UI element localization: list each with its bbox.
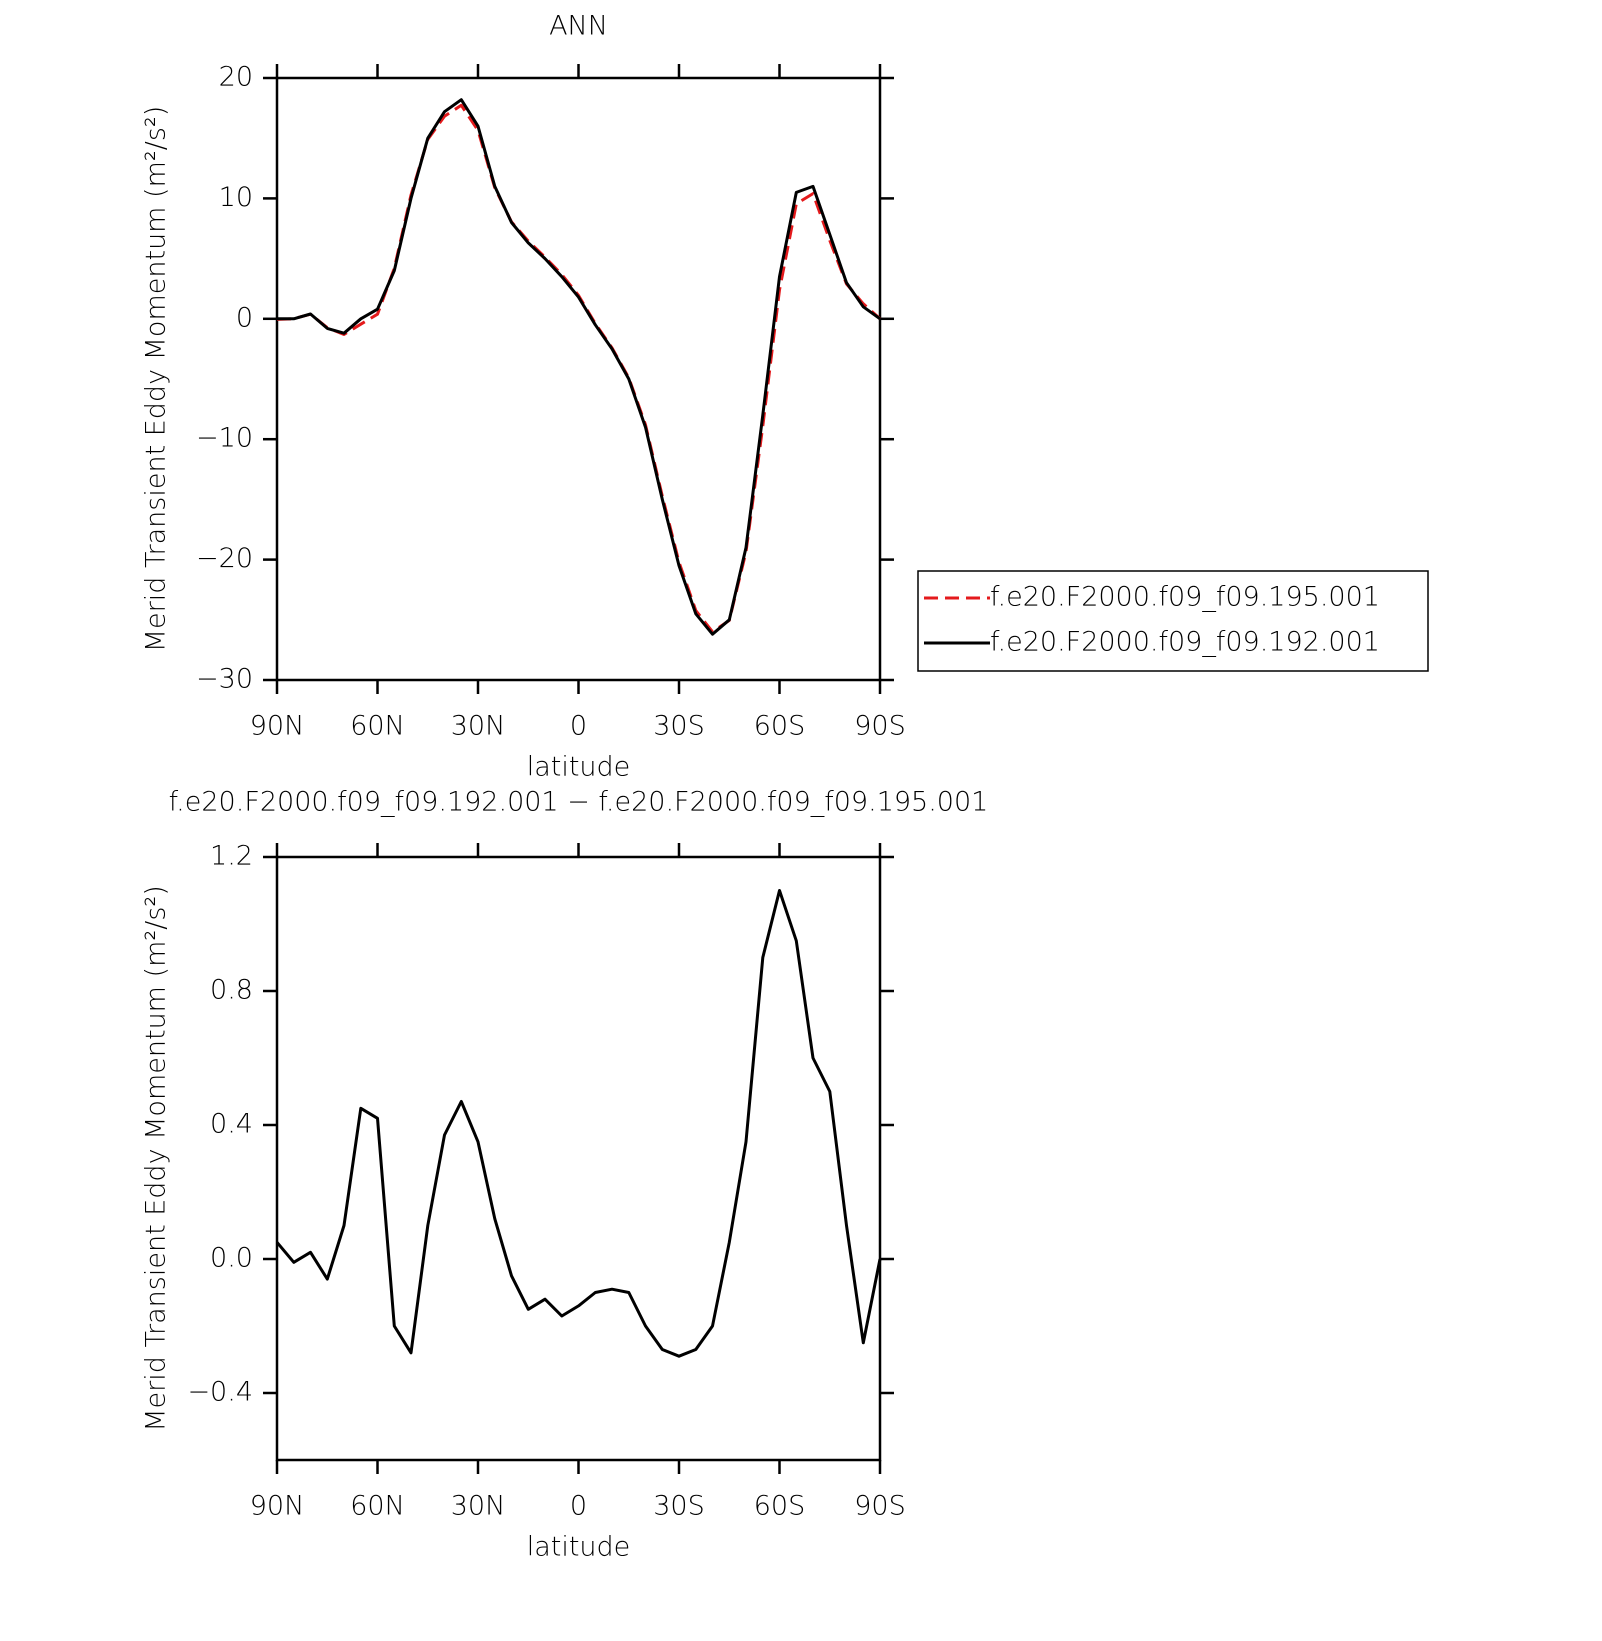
x-tick-label: 90S <box>854 711 906 742</box>
y-tick-label: 20 <box>219 62 253 93</box>
data-line <box>275 889 882 1358</box>
y-tick-label: −10 <box>196 423 253 454</box>
y-tick-label: 0.0 <box>210 1243 253 1274</box>
x-tick-label: 60S <box>754 711 806 742</box>
x-tick-label: 60S <box>754 1491 806 1522</box>
x-axis-label: latitude <box>527 1532 631 1563</box>
x-tick-label: 30S <box>653 1491 705 1522</box>
legend-label: f.e20.F2000.f09_f09.195.001 <box>990 582 1380 613</box>
y-tick-label: −30 <box>196 664 253 695</box>
chart-title: ANN <box>549 11 608 42</box>
x-tick-label: 30N <box>451 1491 506 1522</box>
y-tick-label: 10 <box>219 182 253 213</box>
y-axis-label: Merid Transient Eddy Momentum (m²/s²) <box>141 106 172 652</box>
data-line <box>277 98 881 636</box>
legend-box <box>917 570 1429 672</box>
y-tick-label: −0.4 <box>187 1377 253 1408</box>
chart-title: f.e20.F2000.f09_f09.192.001 − f.e20.F200… <box>169 787 989 818</box>
plot-frame <box>275 76 882 682</box>
x-tick-label: 30S <box>653 711 705 742</box>
y-tick-label: −20 <box>196 543 253 574</box>
x-tick-label: 30N <box>451 711 506 742</box>
x-tick-label: 90N <box>250 711 305 742</box>
y-axis-label: Merid Transient Eddy Momentum (m²/s²) <box>141 885 172 1431</box>
x-tick-label: 0 <box>570 711 587 742</box>
x-axis-label: latitude <box>527 752 631 783</box>
y-tick-label: 1.2 <box>210 841 253 872</box>
x-tick-label: 90S <box>854 1491 906 1522</box>
y-tick-label: 0.4 <box>210 1109 253 1140</box>
legend-label: f.e20.F2000.f09_f09.192.001 <box>990 627 1380 658</box>
x-tick-label: 0 <box>570 1491 587 1522</box>
x-tick-label: 90N <box>250 1491 305 1522</box>
x-tick-label: 60N <box>350 711 405 742</box>
x-tick-label: 60N <box>350 1491 405 1522</box>
y-tick-label: 0 <box>236 302 253 333</box>
y-tick-label: 0.8 <box>210 975 253 1006</box>
data-line <box>276 103 882 634</box>
plot-frame <box>275 855 882 1462</box>
